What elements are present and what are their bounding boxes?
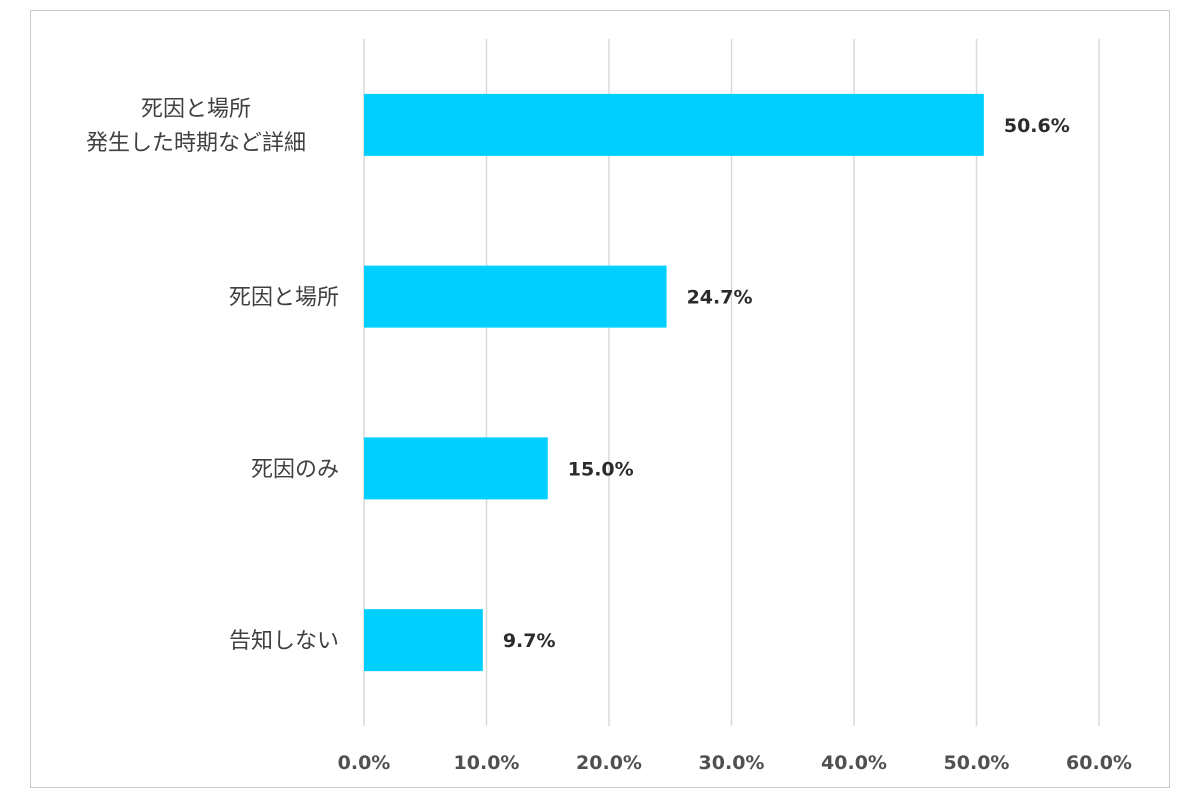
data-label-3: 9.7% [503,630,556,652]
bar-2 [364,437,548,500]
x-tick-label-1: 10.0% [454,752,520,774]
category-label-2-0: 死因のみ [251,457,339,482]
bar-3 [364,609,483,672]
category-label-0-1: 発生した時期など詳細 [86,131,306,156]
chart-frame: 死因と場所 発生した時期など詳細 死因と場所 死因のみ 告知しない 50.6% 24.7%… [30,10,1170,788]
data-label-2: 15.0% [568,458,634,480]
x-tick-label-5: 50.0% [944,752,1010,774]
x-axis-tick-labels: 0.0% 10.0% 20.0% 30.0% 40.0% 50.0% 60.0% [338,752,1132,774]
data-labels: 50.6% 24.7% 15.0% 9.7% [503,115,1070,652]
x-tick-label-0: 0.0% [338,752,391,774]
x-tick-label-3: 30.0% [699,752,765,774]
bars [364,93,984,672]
x-tick-label-2: 20.0% [576,752,642,774]
data-label-1: 24.7% [687,287,753,309]
category-label-3-0: 告知しない [229,629,339,654]
category-label-1-0: 死因と場所 [229,286,339,311]
data-label-0: 50.6% [1004,115,1070,137]
bar-0 [364,93,984,156]
category-label-0-0: 死因と場所 [141,97,251,122]
x-tick-label-4: 40.0% [821,752,887,774]
x-tick-label-6: 60.0% [1066,752,1132,774]
bar-1 [364,265,667,328]
